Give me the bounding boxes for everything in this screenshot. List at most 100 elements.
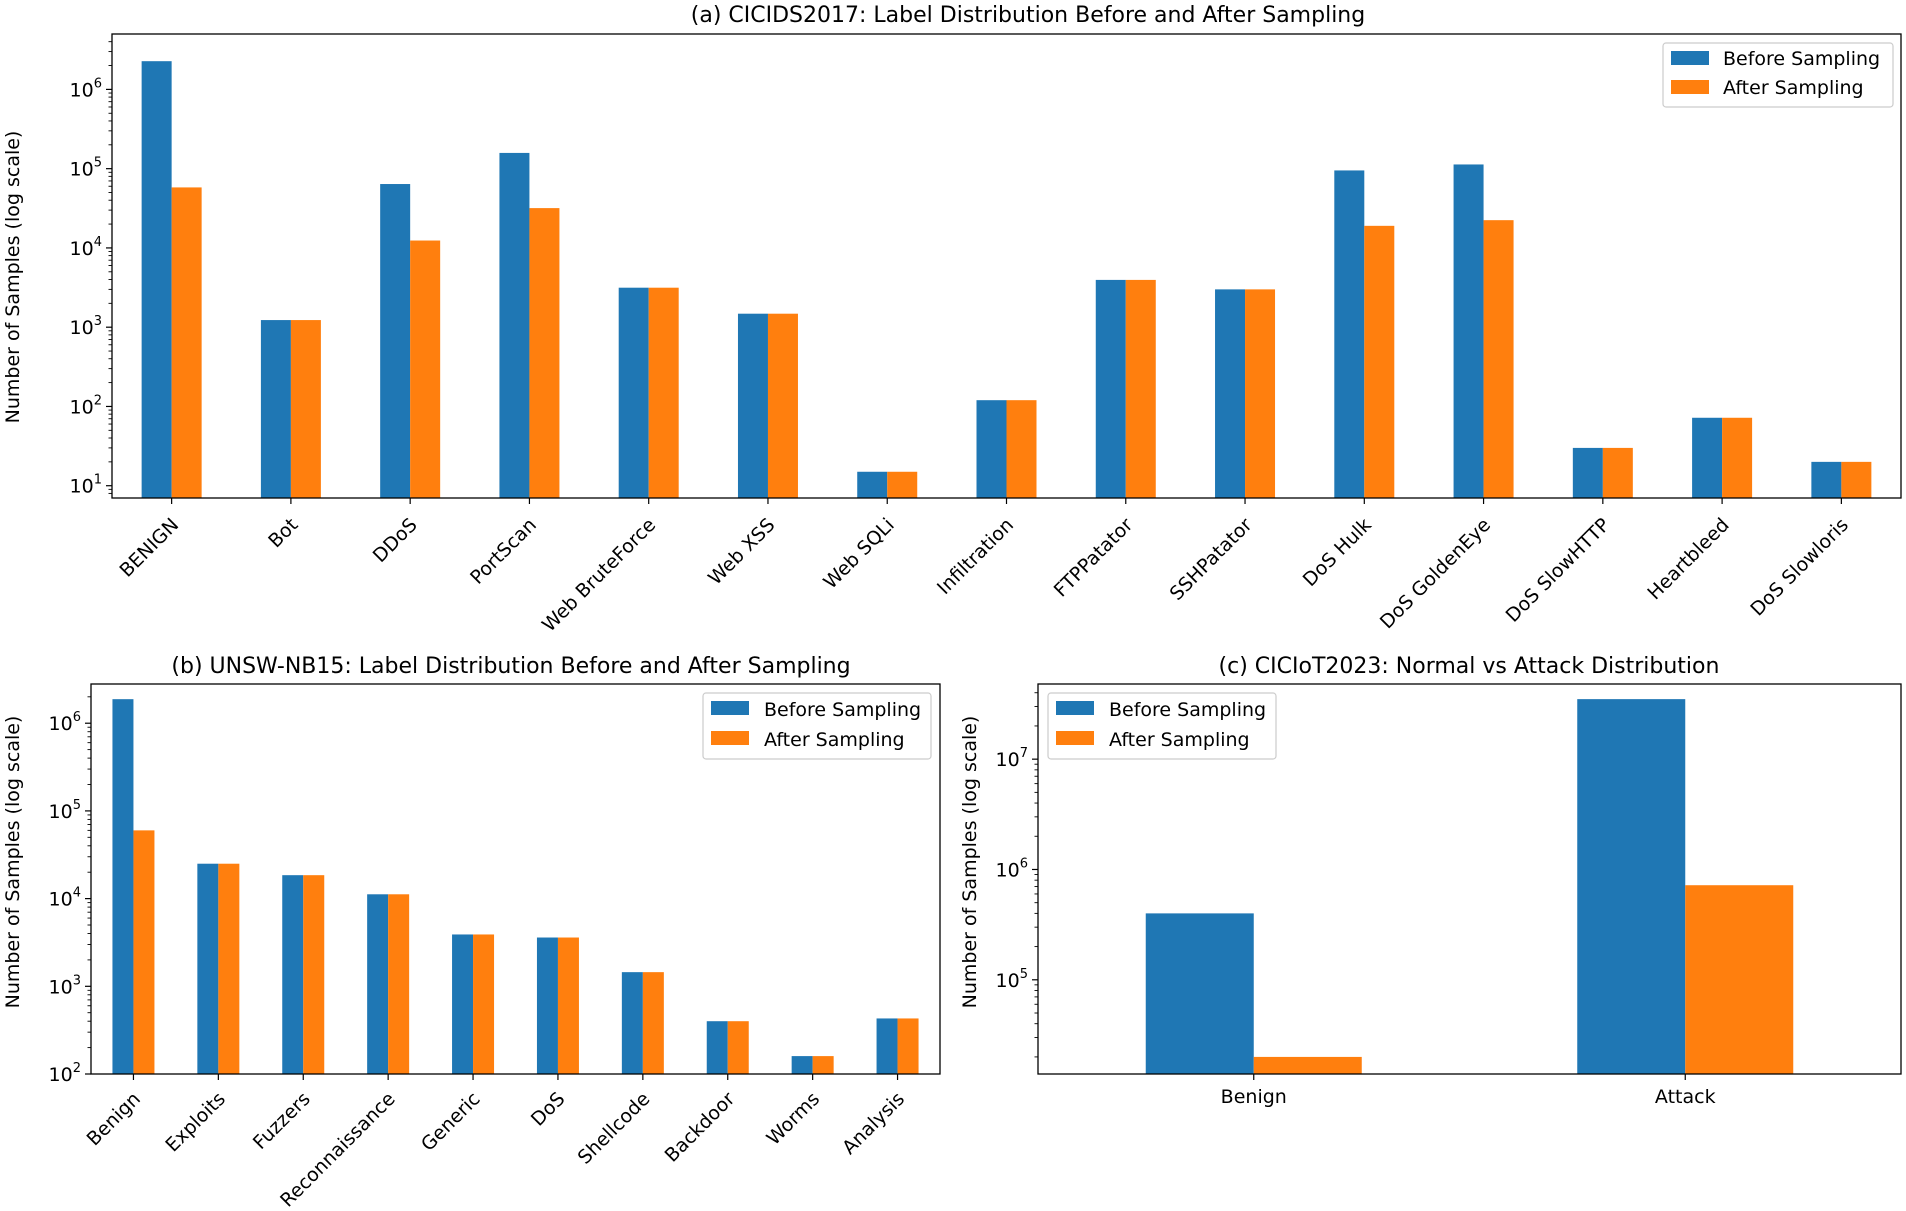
bar-before-heartbleed — [1692, 417, 1723, 498]
y-tick-label: 104 — [49, 886, 81, 911]
bar-after-reconnaissance — [388, 894, 410, 1074]
y-tick-label: 106 — [996, 856, 1028, 881]
x-tick-label: Shellcode — [574, 1088, 655, 1169]
legend: Before Sampling After Sampling — [702, 692, 932, 760]
bar-before-benign — [112, 699, 134, 1074]
x-tick-label: FTPPatator — [1050, 514, 1138, 602]
legend-swatch-after — [1671, 80, 1709, 94]
legend-label-after: After Sampling — [1723, 77, 1864, 99]
x-tick-label: Analysis — [838, 1088, 909, 1159]
bar-after-analysis — [897, 1018, 919, 1074]
bar-before-dos-slowhttp — [1572, 447, 1603, 498]
bar-after-heartbleed — [1722, 417, 1753, 498]
x-tick-label: Bot — [264, 514, 302, 552]
legend-box — [1047, 692, 1277, 760]
legend-swatch-after — [711, 731, 749, 745]
legend-swatch-after — [1056, 731, 1094, 745]
x-tick-label: Attack — [1655, 1086, 1716, 1108]
bar-before-infiltration — [976, 400, 1007, 498]
bar-after-dos-slowloris — [1841, 461, 1872, 498]
y-tick-label: 102 — [49, 1061, 81, 1086]
legend-swatch-before — [711, 701, 749, 715]
x-tick-label: Exploits — [161, 1088, 229, 1156]
bar-before-web-bruteforce — [618, 287, 649, 498]
bar-after-exploits — [218, 863, 240, 1074]
x-tick-label: SSHPatator — [1166, 514, 1257, 605]
x-tick-label: DoS Slowloris — [1746, 514, 1853, 621]
bar-before-exploits — [197, 863, 219, 1074]
y-axis-label: Number of Samples (log scale) — [959, 716, 981, 1009]
bar-after-bot — [290, 320, 321, 498]
legend-label-before: Before Sampling — [764, 699, 921, 721]
x-tick-label: Backdoor — [661, 1088, 740, 1167]
x-tick-label: DoS Hulk — [1299, 514, 1376, 591]
chart-title: (b) UNSW-NB15: Label Distribution Before… — [171, 654, 850, 679]
bar-before-web-xss — [737, 313, 768, 498]
chart-title: (a) CICIDS2017: Label Distribution Befor… — [691, 3, 1365, 28]
x-tick-label: Web XSS — [704, 514, 779, 589]
bar-before-analysis — [876, 1018, 898, 1074]
bar-before-worms — [791, 1056, 813, 1074]
x-tick-label: DDoS — [369, 514, 422, 567]
bar-before-dos-hulk — [1334, 170, 1365, 498]
x-tick-label: Infiltration — [933, 514, 1018, 599]
legend: Before Sampling After Sampling — [1047, 692, 1277, 760]
legend-label-before: Before Sampling — [1723, 48, 1880, 70]
x-tick-label: Benign — [1221, 1086, 1287, 1108]
axes-frame — [90, 683, 941, 1075]
bar-after-infiltration — [1006, 400, 1037, 498]
bar-after-benign — [171, 187, 202, 498]
y-tick-label: 101 — [70, 473, 102, 498]
panel-c: (c) CICIoT2023: Normal vs Attack Distrib… — [959, 654, 1902, 1108]
x-tick-label: PortScan — [466, 514, 541, 589]
bar-before-dos — [536, 937, 558, 1074]
legend-label-after: After Sampling — [764, 729, 905, 751]
bar-after-sshpatator — [1245, 289, 1276, 498]
bar-before-dos-slowloris — [1811, 461, 1842, 498]
x-tick-label: DoS — [527, 1088, 570, 1131]
y-tick-label: 103 — [70, 314, 102, 339]
y-tick-label: 106 — [70, 76, 102, 101]
bar-after-ddos — [410, 240, 441, 498]
panel-b: (b) UNSW-NB15: Label Distribution Before… — [2, 654, 941, 1211]
bar-before-reconnaissance — [367, 894, 389, 1074]
bar-before-generic — [452, 934, 474, 1074]
bar-after-portscan — [529, 208, 560, 499]
bar-after-ftppatator — [1125, 279, 1156, 498]
bar-after-benign — [133, 830, 155, 1074]
bar-after-worms — [812, 1056, 834, 1074]
bar-after-benign — [1253, 1056, 1362, 1074]
bar-after-dos — [557, 937, 579, 1074]
bar-after-attack — [1685, 885, 1794, 1074]
bar-after-shellcode — [642, 972, 664, 1074]
bar-after-backdoor — [727, 1021, 749, 1074]
x-tick-label: Web SQLi — [819, 514, 898, 593]
x-tick-label: Benign — [83, 1088, 145, 1150]
bar-before-benign — [141, 61, 172, 499]
bar-before-dos-goldeneye — [1453, 164, 1484, 498]
bar-before-web-sqli — [857, 471, 888, 498]
legend-label-before: Before Sampling — [1109, 699, 1266, 721]
bar-after-web-xss — [767, 313, 798, 498]
panel-a: (a) CICIDS2017: Label Distribution Befor… — [2, 3, 1902, 636]
bar-after-dos-slowhttp — [1602, 447, 1633, 498]
x-tick-label: DoS SlowHTTP — [1502, 514, 1615, 627]
y-tick-label: 106 — [49, 710, 81, 735]
bar-after-fuzzers — [303, 875, 325, 1074]
y-axis-label: Number of Samples (log scale) — [2, 716, 24, 1009]
bar-before-bot — [260, 320, 291, 498]
legend-label-after: After Sampling — [1109, 729, 1250, 751]
x-tick-label: Heartbleed — [1643, 514, 1733, 604]
legend-swatch-before — [1671, 51, 1709, 65]
axes-frame — [1037, 683, 1902, 1075]
legend-box — [1662, 42, 1894, 108]
y-axis-label: Number of Samples (log scale) — [2, 131, 24, 424]
bar-before-shellcode — [621, 972, 643, 1074]
y-tick-label: 105 — [70, 156, 102, 181]
x-tick-label: Fuzzers — [249, 1088, 315, 1154]
bar-after-dos-hulk — [1364, 225, 1395, 498]
x-tick-label: BENIGN — [115, 514, 183, 582]
x-tick-label: Web BruteForce — [538, 514, 660, 636]
legend-swatch-before — [1056, 701, 1094, 715]
